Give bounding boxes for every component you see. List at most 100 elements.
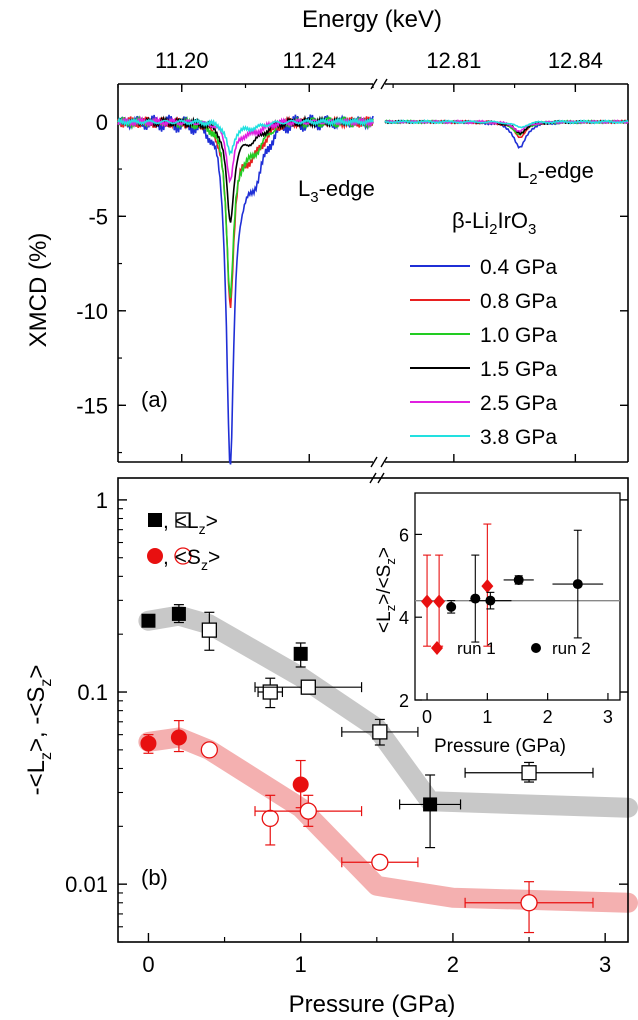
panel-b-x-tick-label: 0 xyxy=(142,952,154,977)
sz-point-open xyxy=(520,894,538,912)
inset-axes: 0 1 2 3 2 4 6 xyxy=(399,492,621,727)
lz-point-open xyxy=(372,724,388,740)
lz-point-open xyxy=(521,765,537,781)
inset-ylabel: <Lz>/<Sz> xyxy=(374,547,398,633)
inset-y-tick-label: 4 xyxy=(399,608,409,628)
inset-legend-run1-label: run 1 xyxy=(457,639,496,658)
inset-legend-run1-marker xyxy=(431,641,443,655)
panel-b-x-tick-label: 3 xyxy=(599,952,611,977)
lz-point-open xyxy=(201,622,217,638)
panel-b-axes: 0 1 2 3 0.01 0.1 1 xyxy=(65,472,629,977)
sz-point-filled xyxy=(140,735,157,752)
lz-point-filled xyxy=(171,606,186,621)
panel-b-x-tick-label: 2 xyxy=(447,952,459,977)
inset-run1-point xyxy=(421,594,434,609)
panel-a-ylabel: XMCD (%) xyxy=(25,233,52,348)
xmcd-curve-l3 xyxy=(117,115,374,184)
inset-run2-point xyxy=(446,601,457,612)
panel-a-legend: 0.4 GPa 0.8 GPa 1.0 GPa 1.5 GPa 2.5 GPa 3.8 G… xyxy=(410,256,557,449)
legend-lz-open-marker xyxy=(175,512,191,528)
panel-b-ylabel: -<Lz>, -<Sz> xyxy=(23,665,55,796)
legend-sz-filled-marker xyxy=(147,548,163,564)
legend-label: , <Lz> xyxy=(163,510,218,537)
panel-a: Energy (keV) 11.20 11.24 12.81 12.84 0 -5 -10… xyxy=(25,6,629,468)
inset-run1-point xyxy=(481,579,494,594)
axis-break-mark xyxy=(380,78,388,90)
panel-a-y-tick-label: -10 xyxy=(76,299,108,324)
inset-x-tick-label: 0 xyxy=(422,707,432,727)
panel-a-label: (a) xyxy=(141,387,168,412)
lz-point-open xyxy=(300,679,316,695)
legend-lz-filled-marker xyxy=(148,513,162,527)
legend-label: 3.8 GPa xyxy=(480,426,557,449)
legend-label: 0.4 GPa xyxy=(480,256,557,279)
axis-break-mark xyxy=(380,456,388,468)
inset: 0 1 2 3 2 4 6 run 1 run 2 Pressure (GPa) <Lz>/<… xyxy=(374,492,621,757)
inset-run2-point xyxy=(513,574,524,585)
sz-point-open xyxy=(261,809,279,828)
inset-xlabel: Pressure (GPa) xyxy=(434,736,566,757)
inset-x-tick-label: 1 xyxy=(482,707,492,727)
panel-b-xlabel: Pressure (GPa) xyxy=(289,991,456,1018)
inset-points xyxy=(421,523,604,647)
panel-b-y-tick-label: 1 xyxy=(96,488,108,513)
l3-edge-annotation: L3-edge xyxy=(298,176,375,206)
axis-break-mark xyxy=(369,472,377,484)
inset-x-tick-label: 3 xyxy=(603,707,613,727)
axis-break-mark xyxy=(370,78,378,90)
lz-point-open xyxy=(262,684,278,700)
panel-a-curves xyxy=(117,114,629,465)
legend-label: , <Sz> xyxy=(163,546,220,573)
panel-b-y-tick-label: 0.1 xyxy=(77,680,108,705)
sz-point-open xyxy=(371,853,389,871)
legend-label-sub: z xyxy=(201,557,208,573)
inset-frame xyxy=(414,492,621,701)
inset-x-tick-label: 2 xyxy=(543,707,553,727)
panel-a-top-tick-label: 12.81 xyxy=(426,48,481,73)
sz-point-open xyxy=(200,741,218,759)
trend-band-sz xyxy=(138,727,638,913)
legend-label: 2.5 GPa xyxy=(480,392,557,415)
panel-a-axes xyxy=(117,78,629,468)
legend-label: 1.0 GPa xyxy=(480,324,557,347)
panel-a-top-tick-label: 11.24 xyxy=(283,48,336,73)
inset-run1-point xyxy=(433,594,446,609)
inset-run2-point xyxy=(485,595,496,606)
inset-legend-run2-label: run 2 xyxy=(552,639,591,658)
panel-a-y-tick-label: -15 xyxy=(76,393,108,418)
panel-b-x-tick-label: 1 xyxy=(295,952,307,977)
lz-point-filled xyxy=(293,646,308,661)
axis-break-mark xyxy=(377,472,385,484)
panel-a-y-tick-labels: 0 -5 -10 -15 xyxy=(76,110,108,418)
legend-label-main: , <L xyxy=(163,510,199,533)
panel-b-points xyxy=(140,604,594,934)
lz-point-filled xyxy=(423,797,438,812)
panel-a-top-tick-label: 11.20 xyxy=(155,48,208,73)
panel-b-legend: , <Lz>, <Sz> xyxy=(147,510,220,573)
sz-point-filled xyxy=(292,776,309,793)
panel-b-label: (b) xyxy=(141,865,168,890)
compound-annotation: β-Li2IrO3 xyxy=(452,208,536,238)
panel-a-y-tick-label: 0 xyxy=(96,110,108,135)
inset-legend: run 1 run 2 xyxy=(431,639,591,658)
panel-b: 0 1 2 30.010.11 , <Lz>, <Sz> Pressure (GPa)… xyxy=(23,472,638,1018)
sz-point-filled xyxy=(170,729,187,746)
legend-label-end: > xyxy=(208,546,220,569)
axis-break-mark xyxy=(370,456,378,468)
legend-label: 1.5 GPa xyxy=(480,358,557,381)
panel-a-top-tick-label: 12.84 xyxy=(548,48,603,73)
legend-label: 0.8 GPa xyxy=(480,290,557,313)
legend-label-main: , <S xyxy=(163,546,201,569)
inset-run2-point xyxy=(470,593,481,604)
xmcd-curve-l2 xyxy=(384,119,629,129)
sz-point-open xyxy=(299,802,317,820)
panel-a-top-xlabel: Energy (keV) xyxy=(302,6,442,33)
l2-edge-annotation: L2-edge xyxy=(517,158,594,188)
inset-y-tick-label: 6 xyxy=(399,525,409,545)
legend-label-end: > xyxy=(206,510,218,533)
legend-sz-open-marker xyxy=(174,547,192,565)
legend-label-sub: z xyxy=(199,521,206,537)
panel-b-y-tick-label: 0.01 xyxy=(65,872,108,897)
lz-point-filled xyxy=(141,613,156,628)
